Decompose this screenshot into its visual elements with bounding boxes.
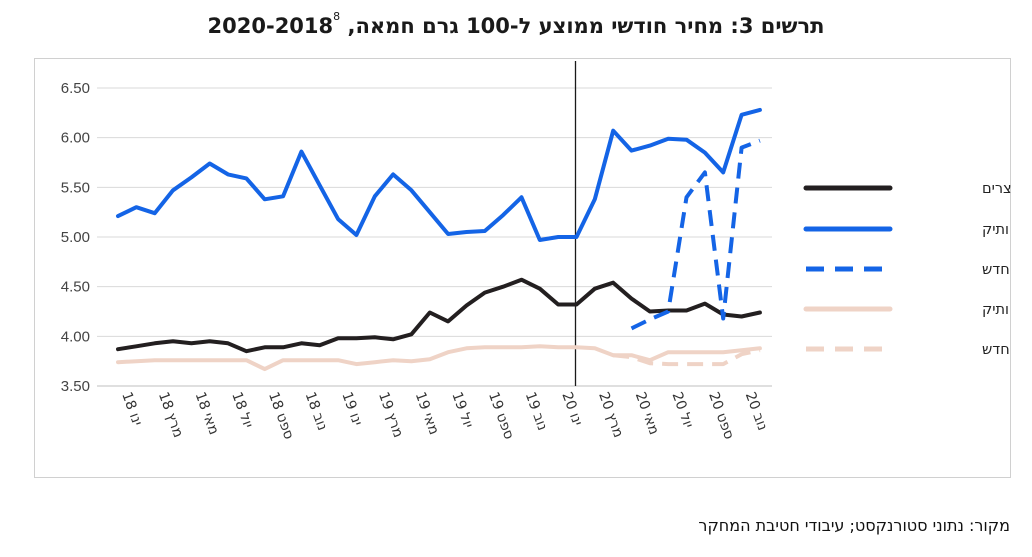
series-line-3 (116, 344, 762, 372)
source-note: מקור: נתוני סטורנקסט; עיבודי חטיבת המחקר (698, 516, 1010, 535)
x-tick-label: מרץ 20 (595, 390, 626, 440)
legend-label-4: מפוקח חדש (982, 342, 1012, 358)
y-tick-label: 4.00 (61, 328, 90, 345)
x-tick-label: מאי 18 (192, 390, 222, 437)
series-line-1 (116, 107, 762, 242)
x-tick-label: מרץ 18 (155, 390, 186, 440)
x-tick-label: נוב 20 (742, 390, 771, 433)
y-tick-label: 3.50 (61, 378, 90, 395)
legend-label-1: לא מפוקח ותיק (982, 222, 1012, 238)
x-tick-label: יול 18 (228, 390, 256, 430)
y-tick-label: 5.00 (61, 229, 90, 246)
x-tick-label: מרץ 19 (375, 390, 406, 440)
x-tick-label: ספט 19 (485, 390, 517, 442)
x-tick-label: ינו 18 (118, 390, 145, 428)
x-tick-label: נוב 19 (522, 390, 551, 433)
x-tick-label: ינו 20 (558, 390, 585, 428)
legend-label-2: לא מפוקח חדש (982, 262, 1012, 278)
legend-label-0: כלל מוצרים (982, 181, 1012, 197)
series-line-0 (116, 277, 762, 354)
x-tick-label: יול 19 (448, 390, 476, 430)
title-footnote: 8 (333, 10, 341, 23)
y-tick-label: 4.50 (61, 279, 90, 296)
chart-frame: 3.50 4.00 4.50 5.00 5.50 6.00 6.50 ינו 18 מרץ 18… (34, 58, 1012, 478)
x-tick-label: ספט 20 (705, 390, 737, 442)
x-tick-label: מאי 19 (412, 390, 442, 437)
chart-title: תרשים 3: מחיר חודשי ממוצע ל-100 גרם חמאה… (0, 10, 1032, 38)
x-tick-label: ספט 18 (265, 390, 297, 442)
x-tick-label: ינו 19 (338, 390, 365, 428)
x-tick-label: יול 20 (668, 390, 696, 430)
y-tick-label: 6.00 (61, 130, 90, 147)
x-tick-label: מאי 20 (632, 390, 662, 437)
series-line-2 (630, 138, 761, 331)
y-tick-label: 6.50 (61, 80, 90, 97)
y-tick-label: 5.50 (61, 179, 90, 196)
chart-title-text: תרשים 3: מחיר חודשי ממוצע ל-100 גרם חמאה… (207, 14, 825, 38)
x-tick-label: נוב 18 (302, 390, 331, 433)
legend-label-3: מפוקח ותיק (982, 302, 1012, 318)
series-line-4 (612, 348, 761, 367)
line-chart: 3.50 4.00 4.50 5.00 5.50 6.00 6.50 ינו 18 מרץ 18… (61, 61, 1012, 442)
